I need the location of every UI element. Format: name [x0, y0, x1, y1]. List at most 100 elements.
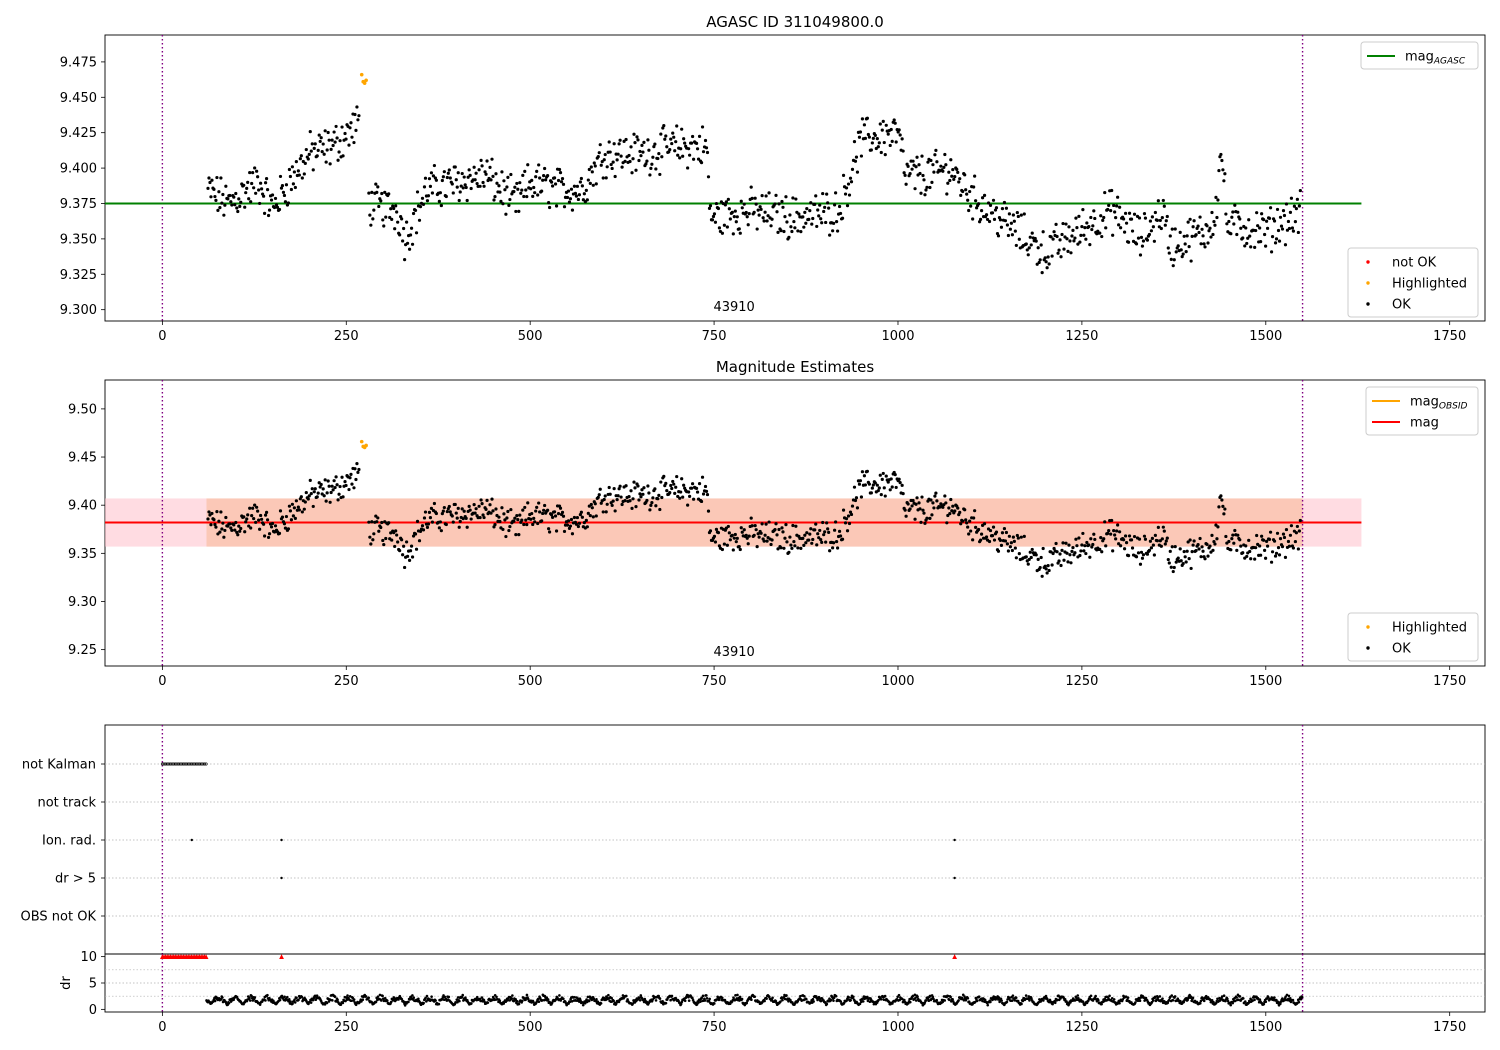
- ok-point: [676, 153, 680, 157]
- ok-point: [910, 167, 914, 171]
- ok-point: [393, 227, 397, 231]
- ok-point: [1029, 243, 1033, 247]
- dr-point: [607, 993, 610, 997]
- dr-point: [392, 996, 396, 999]
- ok-point: [963, 173, 967, 177]
- ok-point: [1232, 541, 1236, 545]
- ok-point: [234, 191, 238, 196]
- ok-point: [565, 523, 570, 527]
- ok-point: [841, 508, 846, 512]
- ok-point: [1074, 216, 1078, 220]
- ok-point: [594, 514, 598, 518]
- dr-point: [639, 994, 643, 997]
- dr-point: [248, 996, 251, 1000]
- dr-point: [1048, 998, 1052, 1002]
- ok-point: [473, 511, 477, 515]
- ion-rad-mark: [280, 838, 283, 842]
- ok-point: [1102, 215, 1106, 220]
- ok-point: [674, 140, 678, 144]
- ok-point: [955, 167, 959, 171]
- dr-point: [585, 998, 588, 1001]
- ok-point: [1281, 209, 1286, 213]
- ok-point: [914, 502, 918, 506]
- ok-point: [712, 212, 717, 216]
- ok-point: [639, 154, 643, 158]
- ok-point: [691, 134, 695, 139]
- ok-point: [543, 166, 547, 171]
- ok-point: [878, 122, 882, 126]
- ok-point: [1196, 224, 1200, 228]
- ok-point: [263, 181, 268, 185]
- ok-point: [566, 189, 571, 193]
- ok-point: [235, 206, 239, 210]
- x-tick-label: 0: [158, 674, 166, 689]
- ok-point: [1289, 196, 1294, 200]
- ok-point: [735, 215, 739, 219]
- ok-point: [1260, 212, 1264, 216]
- dr-point: [517, 1002, 521, 1006]
- ok-point: [691, 157, 696, 161]
- ok-point: [338, 139, 342, 143]
- not-kalman-mark: [191, 762, 195, 766]
- legend-label: Highlighted: [1392, 621, 1467, 636]
- not-kalman-mark: [190, 762, 194, 766]
- ok-point: [615, 498, 619, 502]
- ok-point: [780, 199, 784, 204]
- dr-point: [669, 998, 672, 1002]
- ok-point: [815, 543, 819, 547]
- ok-point: [988, 528, 993, 533]
- ok-point: [1061, 221, 1065, 226]
- ok-point: [986, 201, 991, 205]
- ok-point: [1253, 245, 1257, 250]
- dr-point: [1011, 994, 1015, 997]
- ok-point: [509, 172, 513, 177]
- ok-point: [402, 226, 406, 231]
- dr-point: [998, 1000, 1001, 1004]
- ok-point: [691, 497, 696, 501]
- ok-point: [611, 160, 615, 164]
- ok-point: [310, 487, 314, 491]
- y-tick-label: 9.45: [68, 451, 97, 466]
- ok-point: [1150, 536, 1154, 540]
- ok-point: [853, 159, 858, 163]
- ok-point: [844, 186, 849, 190]
- not-kalman-mark: [193, 762, 197, 766]
- ok-point: [1236, 533, 1240, 537]
- ok-point: [888, 143, 892, 148]
- ok-point: [572, 515, 577, 520]
- dr-point: [914, 999, 918, 1002]
- ok-point: [584, 188, 588, 192]
- dr-point: [819, 999, 823, 1003]
- ok-point: [569, 517, 574, 522]
- dr-point: [458, 999, 461, 1003]
- ok-point: [1254, 546, 1258, 550]
- ok-point: [646, 484, 650, 488]
- ok-point: [959, 193, 963, 198]
- dr-point: [1288, 996, 1292, 1000]
- ok-point: [442, 506, 446, 510]
- ok-point: [1241, 236, 1245, 240]
- ok-point: [616, 152, 620, 156]
- ok-point: [609, 162, 613, 167]
- ok-point: [302, 507, 306, 511]
- ok-point: [823, 530, 827, 534]
- ok-point: [1071, 228, 1075, 233]
- ok-point: [1282, 213, 1287, 218]
- ok-point: [1188, 538, 1192, 542]
- ok-point: [1273, 241, 1278, 245]
- ok-point: [418, 205, 423, 209]
- ok-point: [327, 484, 331, 488]
- ok-point: [945, 192, 949, 196]
- ok-point: [918, 507, 922, 511]
- ok-point: [848, 176, 853, 180]
- ok-point: [423, 510, 428, 514]
- ok-point: [509, 507, 513, 512]
- ok-point: [1156, 525, 1160, 529]
- dr-point: [599, 1002, 603, 1005]
- ok-point: [744, 210, 748, 215]
- ok-point: [255, 169, 259, 173]
- ok-point: [367, 191, 371, 195]
- ok-point: [1130, 546, 1135, 550]
- ok-point: [758, 205, 762, 209]
